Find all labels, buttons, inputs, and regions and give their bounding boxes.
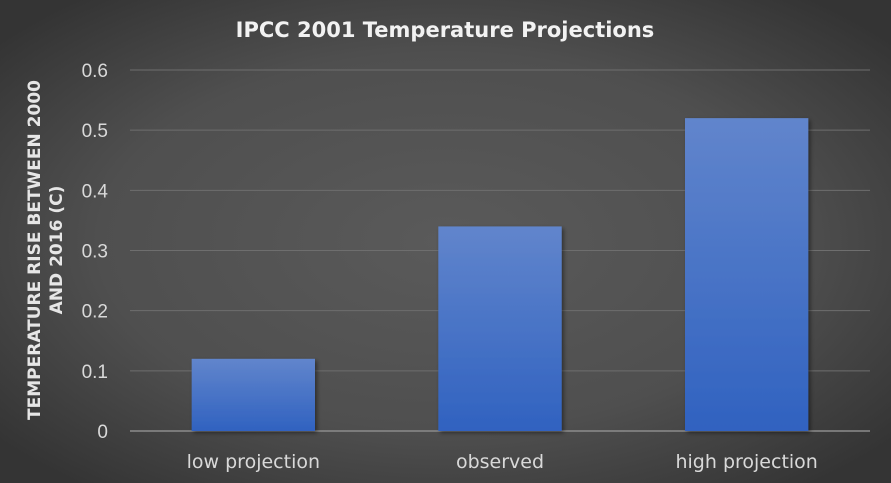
y-axis-label-line-1: TEMPERATURE RISE BETWEEN 2000 bbox=[25, 80, 45, 420]
y-tick-label: 0.1 bbox=[82, 362, 108, 383]
bar-low-projection bbox=[191, 358, 315, 431]
y-tick-label: 0.5 bbox=[82, 121, 108, 142]
y-tick-label: 0 bbox=[97, 422, 108, 443]
y-tick-label: 0.3 bbox=[82, 242, 108, 263]
x-tick-label: observed bbox=[456, 451, 544, 473]
y-tick-label: 0.2 bbox=[82, 302, 108, 323]
x-tick-label: low projection bbox=[187, 451, 320, 473]
chart-title: IPCC 2001 Temperature Projections bbox=[236, 18, 655, 42]
y-tick-label: 0.4 bbox=[82, 181, 109, 202]
bar-observed bbox=[438, 226, 562, 431]
y-axis-label-line-2: AND 2016 (C) bbox=[47, 186, 67, 315]
y-tick-label: 0.6 bbox=[82, 61, 108, 82]
bar-high-projection bbox=[685, 118, 809, 431]
x-tick-label: high projection bbox=[675, 451, 817, 473]
